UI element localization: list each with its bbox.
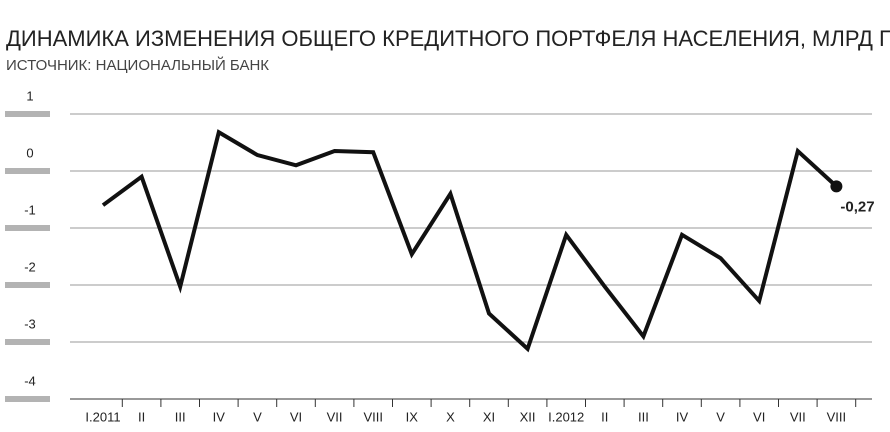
x-tick-label: I.2012 xyxy=(548,409,584,424)
y-tick-mark xyxy=(5,168,50,174)
y-tick-mark xyxy=(5,339,50,345)
x-tick-label: III xyxy=(175,409,186,424)
chart-subtitle: ИСТОЧНИК: НАЦИОНАЛЬНЫЙ БАНК xyxy=(6,56,269,74)
y-tick-mark xyxy=(5,225,50,231)
x-tick-label: II xyxy=(601,409,608,424)
y-tick-mark xyxy=(5,396,50,402)
y-tick-label: -2 xyxy=(24,259,36,274)
x-tick-label: VIII xyxy=(827,409,847,424)
y-tick-mark xyxy=(5,111,50,117)
x-tick-label: IV xyxy=(676,409,689,424)
highlight-point xyxy=(830,180,843,193)
chart-title: ДИНАМИКА ИЗМЕНЕНИЯ ОБЩЕГО КРЕДИТНОГО ПОР… xyxy=(6,26,890,51)
y-tick-label: -3 xyxy=(24,316,36,331)
y-tick-label: -1 xyxy=(24,202,36,217)
x-tick-label: VII xyxy=(327,409,343,424)
x-tick-label: II xyxy=(138,409,145,424)
x-tick-label: VI xyxy=(753,409,765,424)
y-tick-label: 0 xyxy=(26,145,33,160)
x-tick-label: VII xyxy=(790,409,806,424)
x-tick-label: VI xyxy=(290,409,302,424)
y-tick-mark xyxy=(5,282,50,288)
x-tick-label: IV xyxy=(213,409,226,424)
x-tick-label: X xyxy=(446,409,455,424)
x-tick-label: XII xyxy=(520,409,536,424)
x-tick-label: VIII xyxy=(363,409,383,424)
x-tick-label: V xyxy=(253,409,262,424)
y-tick-label: -4 xyxy=(24,373,36,388)
x-tick-label: III xyxy=(638,409,649,424)
y-tick-label: 1 xyxy=(26,88,33,103)
x-tick-label: I.2011 xyxy=(85,409,120,424)
x-tick-label: V xyxy=(716,409,725,424)
data-line xyxy=(101,129,838,353)
x-tick-label: IX xyxy=(406,409,419,424)
value-label: -0,27 xyxy=(840,198,874,215)
x-tick-label: XI xyxy=(483,409,495,424)
